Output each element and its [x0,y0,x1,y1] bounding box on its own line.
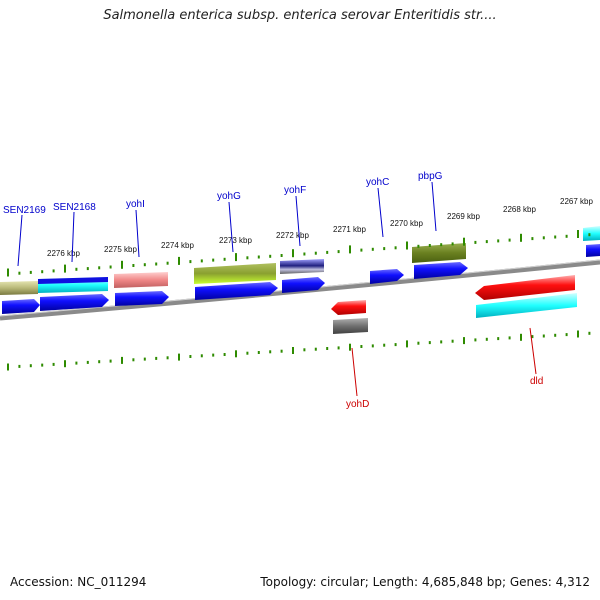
scale-label: 2274 kbp [161,241,194,250]
leader-sen2168 [71,211,75,263]
gene-label-yohf: yohF [284,185,306,196]
gene-label-yohg: yohG [217,191,241,202]
forward-genes [0,226,600,314]
scale-label: 2271 kbp [333,225,366,234]
scale-ticks-top [7,230,591,277]
cds-arrow-5 [282,277,325,293]
cds-arrow-7 [414,262,468,279]
gene-yohf-box [280,259,324,274]
gene-label-lines [17,181,537,397]
leader-yohf [295,195,301,247]
leader-yohd [351,347,358,397]
genome-info-label: Topology: circular; Length: 4,685,848 bp… [260,575,590,589]
gene-label-yohd: yohD [346,399,369,410]
gene-label-yohc: yohC [366,177,389,188]
cds-arrow-4 [195,282,278,300]
cds-arrow-2 [40,294,109,311]
leader-yohg [228,201,234,253]
gene-dld-box [476,293,577,318]
scale-labels: 2276 kbp 2275 kbp 2274 kbp 2273 kbp 2272 kbp… [47,197,593,258]
cds-arrow-1 [2,299,40,314]
gene-label-sen2168: SEN2168 [53,202,96,213]
leader-dld [529,327,537,375]
gene-label-yohi: yohI [126,199,145,210]
cds-arrow-dld [475,275,575,300]
scale-label: 2273 kbp [219,236,252,245]
cds-arrow-6 [370,269,404,284]
scale-label: 2268 kbp [503,205,536,214]
scale-label: 2270 kbp [390,219,423,228]
scale-label: 2267 kbp [560,197,593,206]
leader-yohc [377,187,384,238]
cds-arrow-8 [586,244,600,257]
scale-label: 2275 kbp [104,245,137,254]
scale-label: 2272 kbp [276,231,309,240]
cds-arrow-3 [115,291,169,306]
gene-label-dld: dld [530,376,543,387]
gene-edge-cyan-box [583,226,600,241]
gene-label-pbpg: pbpG [418,171,443,182]
gene-yohd-box [333,318,368,334]
map-title: Salmonella enterica subsp. enterica sero… [103,8,497,23]
gene-label-sen2169: SEN2169 [3,205,46,216]
scale-label: 2276 kbp [47,249,80,258]
gene-yohi-box [114,272,168,288]
cds-arrow-yohd [331,300,366,315]
gene-pbpg-box [412,243,466,263]
gene-sen2169-box [0,281,38,295]
leader-pbpg [431,181,437,232]
gene-yohg-box [194,263,276,284]
reverse-genes [331,275,577,334]
leader-sen2169 [17,214,23,267]
scale-ticks-bottom [7,330,591,371]
accession-label: Accession: NC_011294 [10,575,147,589]
scale-label: 2269 kbp [447,212,480,221]
leader-yohi [135,209,140,258]
gene-sen2168-top [38,277,108,284]
